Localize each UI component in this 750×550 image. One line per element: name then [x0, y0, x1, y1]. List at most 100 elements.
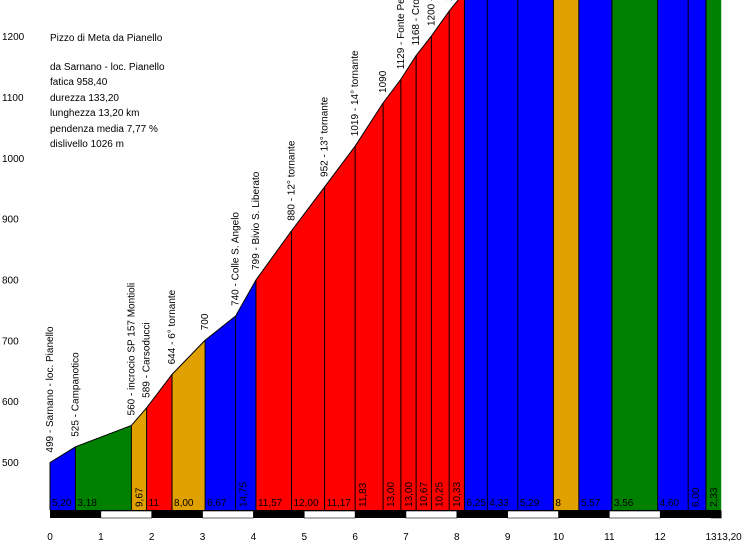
route-info: Pizzo di Meta da Pianello da Sarnano - l… [50, 31, 165, 153]
chart-title: Pizzo di Meta da Pianello [50, 33, 163, 44]
slope-label: 5,20 [52, 498, 72, 509]
segment-fill [324, 146, 356, 510]
pendenza-stat: pendenza media 7,77 % [50, 123, 158, 135]
x-tick-label: 8 [454, 532, 460, 543]
km-bar-black [253, 511, 305, 518]
km-bar-black [50, 511, 101, 518]
km-bar-black [660, 511, 712, 518]
slope-label: 6,25 [466, 498, 486, 509]
segment-fill [431, 11, 450, 510]
segment-fill [205, 315, 236, 510]
dislivello-stat: dislivello 1026 m [50, 139, 124, 150]
x-tick-label: 2 [149, 532, 155, 543]
km-bar-white [405, 510, 458, 519]
waypoint-label: 740 - Colle S. Angelo [231, 212, 242, 306]
y-tick-label: 1200 [2, 32, 25, 43]
waypoint-label: 525 - Campanotico [70, 352, 81, 437]
km-bar-black [456, 511, 508, 518]
x-tick-label: 9 [505, 532, 511, 543]
slope-label: 6,00 [691, 487, 702, 507]
x-tick-label: 11 [604, 532, 615, 543]
km-bar-black [355, 511, 406, 518]
segment-fill [416, 36, 432, 511]
y-tick-label: 700 [2, 336, 19, 347]
y-tick-label: 1100 [2, 93, 24, 104]
slope-label: 3,18 [77, 498, 97, 509]
km-bar-white [202, 510, 254, 519]
y-tick-label: 600 [2, 397, 19, 408]
slope-label: 10,67 [419, 482, 430, 507]
slope-label: 10,25 [434, 482, 445, 507]
segment-fill [131, 407, 147, 510]
slope-label: 12,00 [294, 498, 319, 509]
segment-fill [688, 0, 706, 510]
waypoint-label: 560 - incrocio SP 157 Montioli [126, 283, 137, 416]
segment-fill [657, 0, 689, 510]
segment-fill [355, 102, 384, 511]
segment-fill [255, 230, 292, 510]
segment-fill [50, 446, 76, 510]
segment-fill [464, 0, 488, 510]
km-bar-white [507, 510, 559, 519]
x-tick-label: 6 [352, 532, 358, 543]
waypoint-label: 880 - 12° tornante [287, 140, 298, 221]
slope-label: 2,33 [709, 487, 720, 507]
waypoint-label: 589 - Carsoducci [142, 322, 153, 398]
slope-label: 13,00 [386, 482, 397, 507]
waypoint-label: 1129 - Fonte Petrella [396, 0, 407, 69]
slope-label: 8,00 [174, 498, 194, 509]
segment-fill [146, 374, 173, 510]
segment-fill [383, 79, 401, 510]
lunghezza-stat: lunghezza 13,20 km [50, 108, 140, 119]
slope-label: 11,17 [327, 498, 352, 509]
waypoint-label: 1168 - Crocifisso [411, 0, 422, 46]
waypoint-label: 1019 - 14° tornante [350, 50, 361, 136]
y-tick-label: 900 [2, 215, 19, 226]
km-bar-white [303, 510, 356, 519]
y-tick-label: 500 [2, 458, 19, 469]
km-bar-black [558, 511, 610, 518]
slope-label: 11,83 [358, 482, 369, 507]
segment-fill [235, 280, 256, 510]
slope-label: 13,00 [404, 482, 415, 507]
slope-label: 4,33 [489, 498, 509, 509]
waypoint-label: 952 - 13° tornante [320, 96, 331, 177]
segment-fill [172, 340, 206, 510]
segment-fill [291, 186, 325, 510]
slope-label: 9,67 [134, 487, 145, 507]
profile-line [49, 0, 459, 464]
fatica-stat: fatica 958,40 [50, 77, 108, 88]
slope-label: 8 [555, 498, 561, 509]
x-tick-label: 0 [47, 532, 53, 543]
x-tick-label: 10 [553, 532, 565, 543]
x-tick-label: 5 [301, 532, 307, 543]
segment-fill [487, 0, 518, 510]
x-tick-label: 13 [705, 532, 717, 543]
x-tick-label: 13,20 [717, 532, 742, 543]
waypoint-label: 1200 - Mandriali [426, 0, 437, 26]
waypoint-label: 700 [200, 313, 211, 330]
waypoint-label: 1090 [378, 70, 389, 93]
segment-fill [553, 0, 579, 510]
waypoint-label: 1241 [444, 0, 455, 1]
km-bar-black [711, 511, 722, 518]
x-tick-label: 7 [403, 532, 409, 543]
segment-fill [75, 425, 132, 510]
slope-label: 5,57 [581, 498, 601, 509]
x-tick-label: 4 [251, 532, 257, 543]
y-tick-label: 1000 [2, 154, 25, 165]
slope-label: 11 [149, 498, 160, 509]
x-tick-label: 3 [200, 532, 206, 543]
segment-fill [400, 55, 417, 510]
waypoint-label: 499 - Sarnano - loc. Pianello [45, 326, 56, 453]
slope-label: 10,33 [452, 482, 463, 507]
slope-label: 6,67 [207, 498, 227, 509]
km-bar-white [609, 510, 661, 519]
slope-label: 4,60 [660, 498, 680, 509]
x-tick-label: 1 [98, 532, 104, 543]
durezza-stat: durezza 133,20 [50, 92, 119, 104]
waypoint-label: 644 - 6° tornante [167, 289, 178, 364]
x-tick-label: 12 [655, 532, 667, 543]
slope-label: 11,57 [258, 498, 283, 509]
